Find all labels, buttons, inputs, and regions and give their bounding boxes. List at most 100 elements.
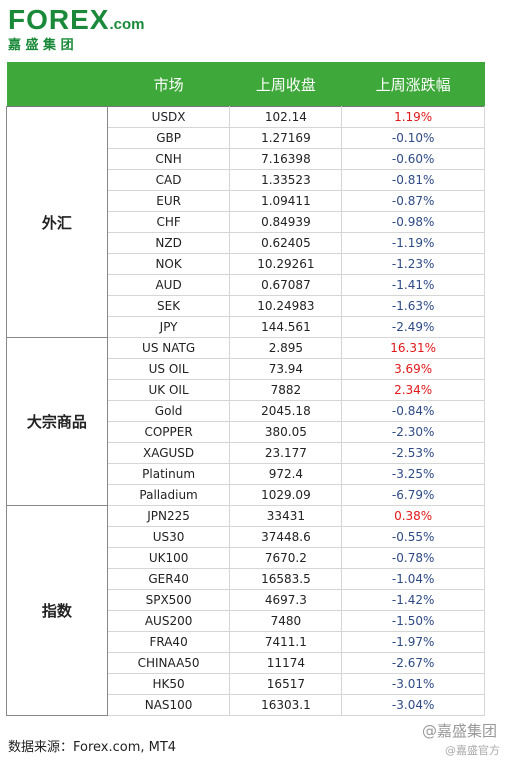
close-cell: 7670.2 <box>229 547 343 569</box>
table-row: NZD 0.62405 -1.19% <box>7 232 485 254</box>
market-cell: US30 <box>106 526 231 548</box>
logo-subtitle: 嘉 盛 集 团 <box>8 38 74 53</box>
column-header: 上周收盘 <box>229 62 342 107</box>
change-cell: -3.01% <box>341 673 485 695</box>
table-row: 外汇 USDX 102.14 1.19% <box>6 106 485 338</box>
close-cell: 11174 <box>229 652 343 674</box>
change-cell: -1.50% <box>341 610 485 632</box>
market-cell: XAGUSD <box>106 442 231 464</box>
market-cell: HK50 <box>106 673 231 695</box>
close-cell: 16517 <box>229 673 343 695</box>
close-cell: 972.4 <box>229 463 343 485</box>
close-cell: 2.895 <box>229 337 343 359</box>
change-cell: 1.19% <box>341 106 485 128</box>
market-cell: NZD <box>106 232 231 254</box>
market-cell: JPN225 <box>106 505 231 527</box>
close-cell: 73.94 <box>229 358 343 380</box>
logo: FOREX.com 嘉 盛 集 团 <box>8 4 144 53</box>
source-note: 数据来源：Forex.com, MT4 <box>8 740 177 755</box>
close-cell: 16303.1 <box>229 694 343 716</box>
change-cell: -1.04% <box>341 568 485 590</box>
column-header: 上周涨跌幅 <box>341 62 485 107</box>
table-row: 指数 JPN225 33431 0.38% <box>6 505 485 716</box>
table-body: 外汇 USDX 102.14 1.19% GBP 1.27169 -0.10% CNH 7.16… <box>6 106 485 716</box>
change-cell: -0.10% <box>341 127 485 149</box>
table-row: AUD 0.67087 -1.41% <box>7 274 485 296</box>
close-cell: 10.24983 <box>229 295 343 317</box>
market-cell: JPY <box>106 316 231 338</box>
market-cell: NOK <box>106 253 231 275</box>
market-cell: GER40 <box>106 568 231 590</box>
change-cell: -2.49% <box>341 316 485 338</box>
market-cell: Platinum <box>106 463 231 485</box>
close-cell: 7.16398 <box>229 148 343 170</box>
change-cell: 3.69% <box>341 358 485 380</box>
market-cell: Palladium <box>106 484 231 506</box>
market-cell: AUS200 <box>106 610 231 632</box>
close-cell: 144.561 <box>229 316 343 338</box>
market-cell: COPPER <box>106 421 231 443</box>
change-cell: -6.79% <box>341 484 485 506</box>
change-cell: -0.84% <box>341 400 485 422</box>
close-cell: 1.33523 <box>229 169 343 191</box>
change-cell: 0.38% <box>341 505 485 527</box>
change-cell: -0.87% <box>341 190 485 212</box>
change-cell: 2.34% <box>341 379 485 401</box>
close-cell: 4697.3 <box>229 589 343 611</box>
change-cell: -1.23% <box>341 253 485 275</box>
market-cell: USDX <box>106 106 231 128</box>
table-row: UK100 7670.2 -0.78% <box>7 547 485 569</box>
table-row: CHINAA50 11174 -2.67% <box>7 652 485 674</box>
close-cell: 1.09411 <box>229 190 343 212</box>
table-row: NOK 10.29261 -1.23% <box>7 253 485 275</box>
close-cell: 2045.18 <box>229 400 343 422</box>
change-cell: -2.30% <box>341 421 485 443</box>
group-label: 指数 <box>6 505 108 716</box>
close-cell: 380.05 <box>229 421 343 443</box>
change-cell: -2.67% <box>341 652 485 674</box>
change-cell: -1.41% <box>341 274 485 296</box>
close-cell: 23.177 <box>229 442 343 464</box>
market-cell: CAD <box>106 169 231 191</box>
change-cell: -1.97% <box>341 631 485 653</box>
table-row: NAS100 16303.1 -3.04% <box>7 694 485 716</box>
market-cell: SEK <box>106 295 231 317</box>
table-row: Platinum 972.4 -3.25% <box>7 463 485 485</box>
table-row: UK OIL 7882 2.34% <box>7 379 485 401</box>
change-cell: -0.55% <box>341 526 485 548</box>
close-cell: 7411.1 <box>229 631 343 653</box>
close-cell: 7882 <box>229 379 343 401</box>
table-row: XAGUSD 23.177 -2.53% <box>7 442 485 464</box>
market-cell: NAS100 <box>106 694 231 716</box>
change-cell: -3.25% <box>341 463 485 485</box>
group-label: 外汇 <box>6 106 108 338</box>
header-cell <box>6 62 108 107</box>
close-cell: 0.84939 <box>229 211 343 233</box>
header-row: 市场 上周收盘 上周涨跌幅 <box>6 62 485 107</box>
change-cell: -1.42% <box>341 589 485 611</box>
market-cell: AUD <box>106 274 231 296</box>
change-cell: -3.04% <box>341 694 485 716</box>
logo-text: FOREX <box>8 4 110 35</box>
group-label: 大宗商品 <box>6 337 108 506</box>
change-cell: -1.19% <box>341 232 485 254</box>
table-row: CHF 0.84939 -0.98% <box>7 211 485 233</box>
change-cell: -2.53% <box>341 442 485 464</box>
change-cell: -0.78% <box>341 547 485 569</box>
table-row: GER40 16583.5 -1.04% <box>7 568 485 590</box>
close-cell: 10.29261 <box>229 253 343 275</box>
market-cell: CNH <box>106 148 231 170</box>
market-cell: UK100 <box>106 547 231 569</box>
close-cell: 0.62405 <box>229 232 343 254</box>
change-cell: 16.31% <box>341 337 485 359</box>
change-cell: -0.60% <box>341 148 485 170</box>
market-cell: GBP <box>106 127 231 149</box>
table-row: EUR 1.09411 -0.87% <box>7 190 485 212</box>
market-cell: CHINAA50 <box>106 652 231 674</box>
watermark-sub: @嘉盛官方 <box>445 744 500 757</box>
market-cell: FRA40 <box>106 631 231 653</box>
market-cell: UK OIL <box>106 379 231 401</box>
market-cell: CHF <box>106 211 231 233</box>
market-cell: Gold <box>106 400 231 422</box>
